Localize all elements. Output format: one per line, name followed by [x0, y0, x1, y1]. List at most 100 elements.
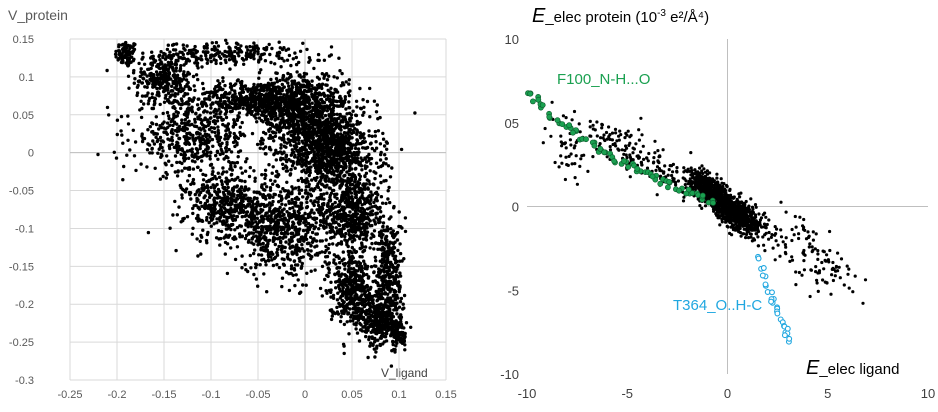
- data-point: [206, 58, 210, 62]
- data-point: [289, 133, 293, 137]
- data-point: [330, 172, 334, 176]
- data-point: [215, 196, 220, 200]
- data-point: [285, 108, 289, 113]
- data-point: [214, 177, 219, 181]
- data-point: [317, 58, 321, 63]
- data-point: [216, 102, 220, 106]
- data-point: [215, 182, 219, 187]
- data-point: [367, 134, 371, 138]
- data-point: [298, 88, 302, 92]
- data-point: [310, 178, 314, 182]
- data-point: [236, 114, 240, 118]
- data-point: [249, 49, 253, 53]
- data-point: [204, 142, 208, 146]
- data-point: [292, 79, 297, 83]
- data-point: [203, 91, 207, 96]
- data-point: [263, 59, 268, 63]
- data-point: [274, 77, 279, 81]
- data-point: [224, 233, 228, 237]
- data-point: [325, 109, 329, 113]
- data-point: [117, 43, 121, 47]
- data-point: [240, 79, 244, 84]
- data-point: [198, 126, 202, 130]
- data-point: [339, 164, 343, 169]
- data-point: [174, 110, 178, 114]
- data-point: [347, 93, 352, 98]
- data-point: [339, 102, 344, 107]
- data-point: [367, 129, 371, 133]
- data-point: [205, 61, 209, 65]
- data-point: [238, 194, 243, 199]
- data-point: [355, 105, 359, 109]
- data-point: [167, 53, 171, 58]
- data-point: [313, 91, 317, 95]
- data-point: [113, 52, 118, 56]
- data-point: [128, 46, 132, 51]
- data-point: [321, 149, 325, 153]
- data-point: [209, 59, 213, 64]
- data-point: [273, 111, 278, 116]
- data-point: [320, 143, 325, 148]
- data-point: [227, 92, 231, 96]
- data-point: [282, 122, 286, 126]
- data-point: [320, 72, 324, 76]
- data-point: [355, 139, 360, 143]
- data-point: [256, 105, 261, 109]
- data-point: [236, 175, 240, 180]
- data-point: [223, 90, 228, 95]
- data-point: [237, 54, 241, 58]
- data-point: [297, 211, 301, 215]
- data-point: [314, 163, 318, 168]
- data-point: [241, 210, 245, 214]
- data-point: [255, 236, 260, 240]
- data-point: [105, 105, 110, 110]
- data-point: [201, 87, 206, 91]
- data-point: [255, 44, 259, 48]
- data-point: [278, 95, 282, 100]
- data-point: [160, 139, 165, 143]
- data-point: [115, 118, 120, 122]
- data-point: [364, 238, 369, 242]
- data-point: [361, 113, 365, 117]
- data-point: [253, 216, 257, 221]
- data-point: [139, 67, 143, 71]
- data-point: [221, 122, 225, 127]
- data-point: [159, 152, 163, 157]
- data-point: [368, 169, 372, 173]
- data-point: [310, 84, 314, 88]
- data-point: [325, 162, 329, 166]
- data-point: [282, 151, 286, 155]
- data-point: [168, 50, 172, 54]
- data-point: [298, 239, 302, 244]
- data-point: [193, 48, 197, 52]
- data-point: [233, 106, 237, 110]
- data-point: [165, 154, 169, 158]
- data-point: [229, 206, 233, 211]
- data-point: [308, 223, 313, 228]
- data-point: [303, 148, 307, 152]
- data-point: [250, 131, 255, 136]
- data-point: [219, 56, 223, 61]
- data-point: [335, 99, 339, 104]
- data-point: [299, 235, 304, 239]
- data-point: [322, 184, 327, 189]
- data-point: [378, 158, 383, 162]
- data-point: [338, 69, 342, 73]
- data-point: [263, 172, 267, 177]
- data-point: [273, 255, 278, 259]
- data-point: [174, 75, 178, 79]
- data-point: [153, 96, 157, 100]
- data-point: [200, 58, 204, 62]
- data-point: [167, 116, 171, 121]
- data-point: [263, 182, 267, 186]
- data-point: [159, 50, 163, 54]
- data-point: [165, 81, 169, 85]
- data-point: [339, 177, 343, 181]
- data-point: [250, 217, 254, 222]
- data-point: [209, 224, 213, 228]
- data-point: [246, 105, 250, 110]
- data-point: [233, 99, 237, 103]
- data-point: [257, 253, 261, 257]
- data-point: [347, 168, 351, 173]
- data-point: [186, 106, 191, 110]
